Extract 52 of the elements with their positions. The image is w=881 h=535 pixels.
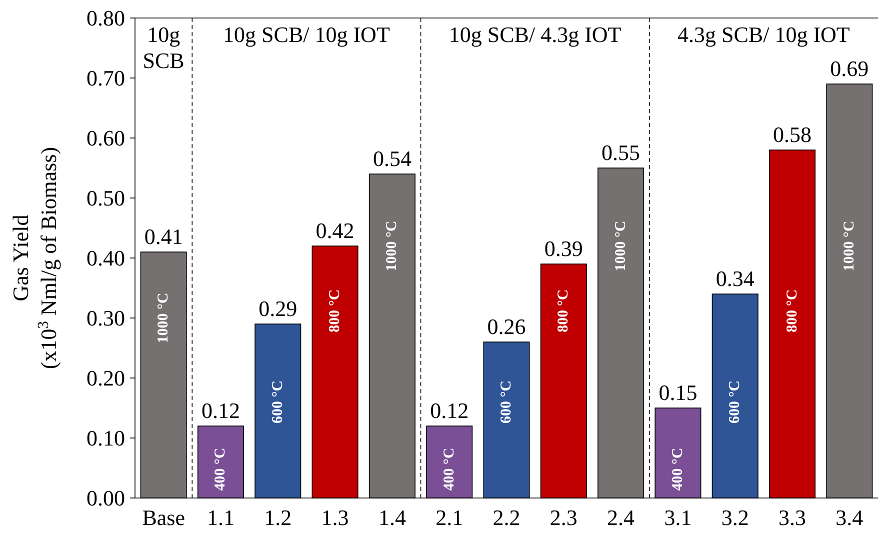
data-label: 0.58 <box>773 122 812 147</box>
annotation: 600 °C <box>270 380 286 424</box>
annotation: 1000 °C <box>841 220 858 272</box>
annotation: 400 °C <box>441 448 458 491</box>
x-tick-label: 2.2 <box>492 505 520 530</box>
y-tick-label: 0.80 <box>86 6 125 30</box>
annotation: 600 °C <box>727 380 744 424</box>
annotation: 10g SCB/ 10g IOT <box>223 22 390 47</box>
x-tick-label: Base <box>142 505 185 530</box>
annotation: 400 °C <box>212 448 229 491</box>
annotation: 800 °C <box>784 289 800 332</box>
annotation: 800 °C <box>556 289 572 332</box>
y-tick-label: 0.30 <box>86 306 125 330</box>
data-label: 0.15 <box>658 380 698 405</box>
x-tick-label: 3.4 <box>836 505 864 530</box>
y-tick-label: 0.20 <box>86 366 125 390</box>
annotation: 1000 °C <box>156 292 172 344</box>
y-tick-label: 0.70 <box>86 66 125 90</box>
annotation: 4.3g SCB/ 10g IOT <box>678 22 850 47</box>
data-label: 0.39 <box>544 236 583 261</box>
x-tick-label: 2.1 <box>436 505 464 530</box>
data-label: 0.12 <box>430 398 469 423</box>
x-tick-label: 2.4 <box>607 505 635 530</box>
annotation: 10g SCB/ 4.3g IOT <box>448 22 622 47</box>
data-label: 0.41 <box>144 224 183 249</box>
data-label: 0.26 <box>487 314 526 339</box>
data-label: 0.29 <box>258 296 298 321</box>
x-tick-label: 1.2 <box>264 505 292 530</box>
x-tick-label: 3.1 <box>664 505 692 530</box>
x-tick-label: 3.3 <box>778 505 806 530</box>
y-tick-label: 0.00 <box>86 486 125 510</box>
x-tick-label: 1.4 <box>378 505 406 530</box>
data-label: 0.69 <box>830 56 869 81</box>
y-tick-label: 0.60 <box>86 126 125 150</box>
data-label: 0.54 <box>372 146 412 171</box>
x-tick-label: 3.2 <box>721 505 749 530</box>
y-tick-label: 0.40 <box>86 246 125 270</box>
data-label: 0.55 <box>602 140 640 165</box>
annotation: 400 °C <box>670 448 686 491</box>
annotation: 1000 °C <box>384 220 400 272</box>
annotation: 800 °C <box>327 289 344 332</box>
data-label: 0.34 <box>716 266 754 291</box>
annotation: 10g SCB <box>142 22 184 73</box>
data-label: 0.42 <box>316 218 354 243</box>
x-tick-label: 2.3 <box>550 505 578 530</box>
x-tick-label: 1.3 <box>321 505 349 530</box>
data-label: 0.12 <box>201 398 240 423</box>
x-tick-label: 1.1 <box>206 505 234 530</box>
annotation: 1000 °C <box>612 220 629 272</box>
y-tick-label: 0.50 <box>86 186 125 210</box>
annotation: 600 °C <box>498 380 514 424</box>
y-tick-label: 0.10 <box>86 426 125 450</box>
